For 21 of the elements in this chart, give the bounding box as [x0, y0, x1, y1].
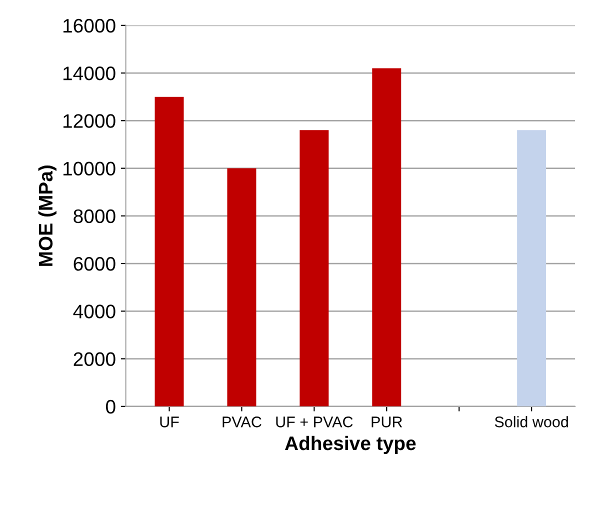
- bar: [227, 168, 256, 406]
- bar: [154, 96, 184, 406]
- x-axis-title: Adhesive type: [284, 436, 416, 454]
- x-tick-label: PUR: [372, 416, 402, 428]
- x-tick-label: UF: [160, 416, 179, 428]
- y-tick-label: 8000: [74, 209, 116, 224]
- y-tick-label: 14000: [63, 66, 116, 80]
- y-tick-label: 4000: [73, 304, 116, 318]
- y-tick-label: 0: [106, 400, 116, 414]
- y-tick-label: 6000: [74, 256, 116, 271]
- x-tick-label: PVAC: [222, 416, 262, 428]
- y-tick-label: 2000: [74, 352, 116, 366]
- bar: [517, 130, 546, 406]
- x-tick-label: Solid wood: [494, 416, 568, 428]
- bar: [300, 130, 329, 406]
- bar: [372, 68, 402, 406]
- y-tick-label: 12000: [63, 114, 116, 128]
- y-tick-label: 16000: [63, 18, 116, 33]
- x-tick-label: UF + PVAC: [276, 416, 353, 428]
- y-axis-title: MOE (MPa): [38, 166, 56, 266]
- y-tick-label: 10000: [63, 162, 116, 176]
